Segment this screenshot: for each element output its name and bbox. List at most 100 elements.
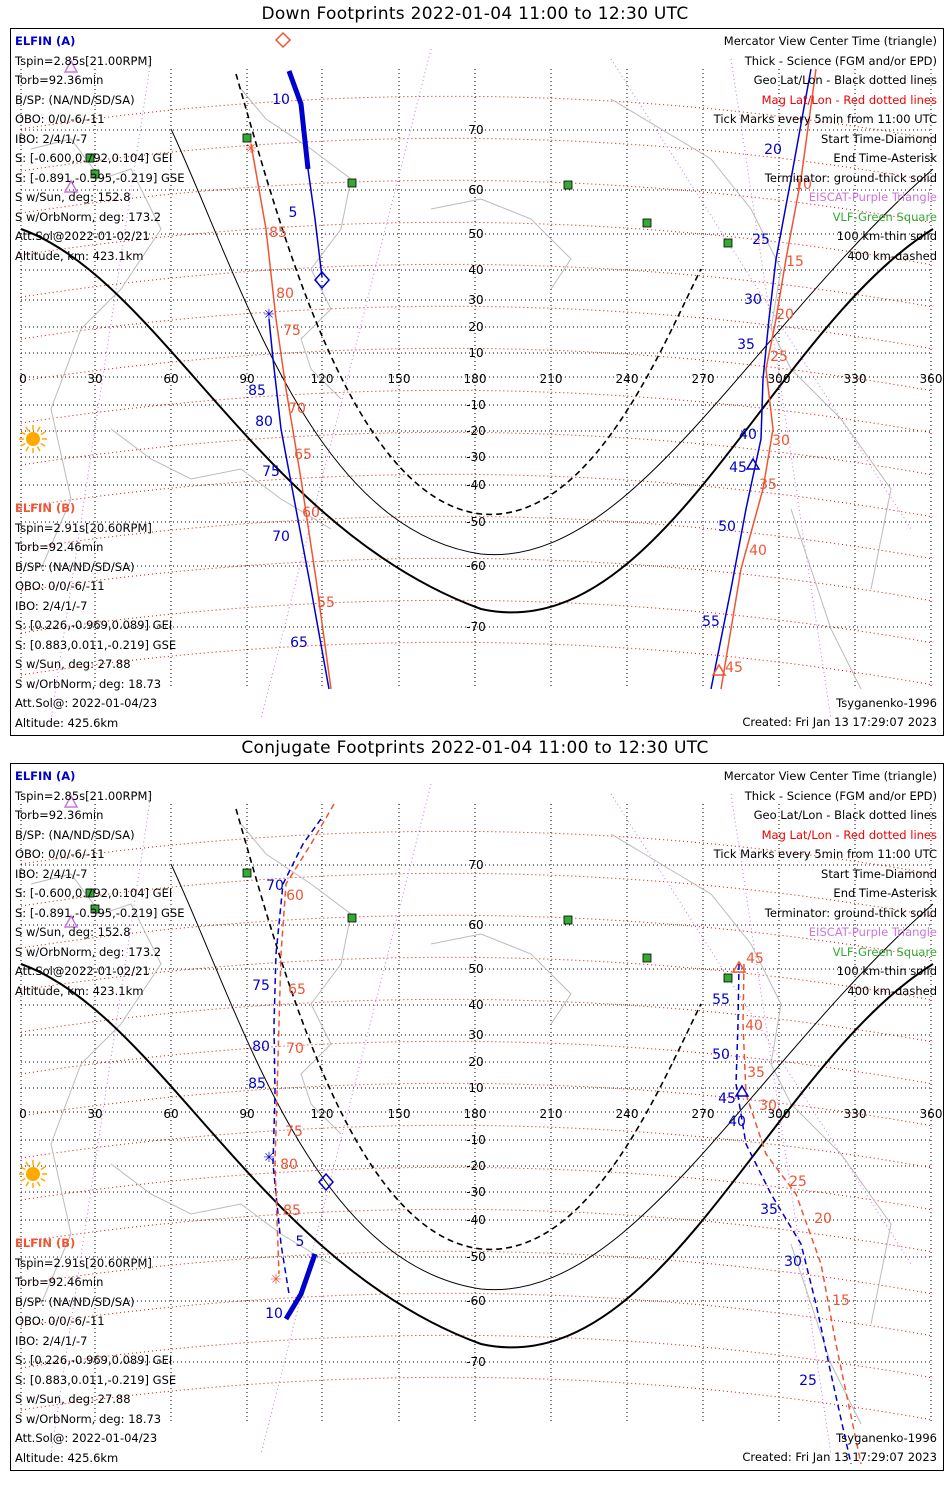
track-label: 65 bbox=[288, 982, 306, 998]
center-triangle-a bbox=[734, 1084, 750, 1097]
down-footprints-panel: 0 30 60 90 120 150 180 210 240 270 300 330 360 70 60 50… bbox=[10, 28, 944, 736]
lat-label: -70 bbox=[466, 1355, 486, 1369]
track-label: 85 bbox=[269, 225, 287, 241]
model-label: Tsyganenko-1996 bbox=[836, 1431, 937, 1445]
eiscat-triangle bbox=[63, 794, 79, 808]
elfin-a-line: OBO: 0/0/-6/-11 bbox=[15, 847, 105, 861]
lon-label: 240 bbox=[616, 372, 639, 386]
lon-label: 270 bbox=[692, 372, 715, 386]
track-label: 20 bbox=[764, 142, 782, 158]
coastline bbox=[610, 833, 892, 1325]
lat-label: 30 bbox=[468, 1028, 483, 1042]
terminator-400km bbox=[235, 808, 702, 1250]
track-label: 30 bbox=[759, 1098, 777, 1114]
elfin-b-line: S w/OrbNorm, deg: 18.73 bbox=[15, 676, 162, 691]
elfin-a-line: Tspin=2.85s[21.00RPM] bbox=[15, 53, 152, 68]
elfin-a-line: Torb=92.36min bbox=[15, 73, 104, 87]
coastline bbox=[790, 1243, 862, 1425]
track-label: 10 bbox=[794, 177, 812, 193]
coastline bbox=[430, 198, 572, 290]
elfin-a-line: S: [-0.600,0.792,0.104] GEI bbox=[15, 886, 173, 900]
sun-ray bbox=[36, 1161, 41, 1167]
legend-line: Start Time-Diamond bbox=[821, 866, 937, 881]
coastline bbox=[430, 933, 572, 1025]
elfin-b-line: Att.Sol@: 2022-01-04/23 bbox=[15, 1431, 158, 1445]
lon-label: 60 bbox=[163, 1107, 178, 1121]
lat-label: -50 bbox=[466, 515, 486, 529]
legend-line: Mag Lat/Lon - Red dotted lines bbox=[761, 92, 937, 107]
lon-label: 240 bbox=[616, 1107, 639, 1121]
conjugate-footprints-panel: 0 30 60 90 120 150 180 210 240 270 300 330 360 70 60 50… bbox=[10, 763, 944, 1471]
coastline bbox=[240, 823, 352, 1135]
legend-line: End Time-Asterisk bbox=[833, 151, 937, 165]
created-label: Created: Fri Jan 13 17:29:07 2023 bbox=[742, 1450, 937, 1464]
track-label: 10 bbox=[272, 92, 290, 108]
track-label: 75 bbox=[283, 323, 301, 339]
lon-label: 150 bbox=[388, 1107, 411, 1121]
end-asterisk-a: ✳ bbox=[263, 307, 275, 323]
start-diamond bbox=[314, 270, 330, 290]
track-label: 35 bbox=[737, 337, 755, 353]
terminator-ground bbox=[20, 963, 934, 1349]
lon-label: 210 bbox=[540, 372, 563, 386]
lon-label: 180 bbox=[464, 1107, 487, 1121]
legend-line: 100 km-thin solid bbox=[836, 229, 937, 243]
eiscat-triangle bbox=[63, 59, 79, 73]
sun-ray bbox=[40, 1166, 46, 1171]
elfin-a-line: Altitude, km: 423.1km bbox=[15, 983, 144, 998]
track-label: 85 bbox=[248, 383, 266, 399]
elfin-b-line: S: [0.883,0.011,-0.219] GSE bbox=[15, 637, 177, 652]
track-label: 30 bbox=[784, 1254, 802, 1270]
lat-label: -10 bbox=[466, 398, 486, 412]
elfin-a-track bbox=[288, 70, 323, 278]
map-legend: Mercator View Center Time (triangle) Thi… bbox=[714, 32, 937, 266]
elfin-b-track bbox=[274, 803, 335, 1275]
eiscat-triangle bbox=[63, 914, 79, 928]
track-label: 55 bbox=[317, 595, 335, 611]
legend-line: VLF-Green Square bbox=[832, 944, 937, 959]
eiscat-triangle bbox=[63, 179, 79, 193]
lat-label: 10 bbox=[468, 1081, 483, 1095]
track-label: 70 bbox=[272, 529, 290, 545]
track-label: 5 bbox=[289, 205, 298, 221]
elfin-b-altitude: Altitude: 425.6km bbox=[15, 1450, 119, 1465]
created-label: Created: Fri Jan 13 17:29:07 2023 bbox=[742, 715, 937, 729]
vlf-square bbox=[85, 888, 95, 898]
elfin-b-track bbox=[250, 143, 332, 690]
track-label: 20 bbox=[814, 1211, 832, 1227]
elfin-a-line: OBO: 0/0/-6/-11 bbox=[15, 112, 105, 126]
elfin-b-line: S: [0.226,-0.969,0.089] GEI bbox=[15, 618, 173, 632]
sun-icon bbox=[19, 1160, 47, 1188]
center-triangle-b bbox=[731, 960, 747, 973]
elfin-a-science bbox=[283, 1253, 318, 1321]
elfin-b-header: ELFIN (B) bbox=[15, 501, 76, 515]
sun-ray bbox=[36, 1181, 41, 1187]
end-asterisk-a: ✳ bbox=[263, 1150, 275, 1166]
vlf-square bbox=[723, 973, 733, 983]
model-label: Tsyganenko-1996 bbox=[836, 696, 937, 710]
elfin-a-line: S w/OrbNorm, deg: 173.2 bbox=[15, 944, 162, 959]
track-label: 80 bbox=[252, 1039, 270, 1055]
elfin-b-line: Att.Sol@: 2022-01-04/23 bbox=[15, 696, 158, 710]
lon-label: 120 bbox=[311, 1107, 334, 1121]
legend-line: Start Time-Diamond bbox=[821, 131, 937, 146]
sun-disk bbox=[26, 432, 40, 446]
lat-label: 20 bbox=[468, 1055, 483, 1069]
track-label: 35 bbox=[747, 1065, 765, 1081]
track-label: 40 bbox=[739, 427, 757, 443]
lon-label: 210 bbox=[540, 1107, 563, 1121]
elfin-a-header: ELFIN (A) bbox=[15, 34, 76, 48]
track-label: 70 bbox=[288, 401, 306, 417]
elfin-a-line: Torb=92.36min bbox=[15, 808, 104, 822]
elfin-b-line: Torb=92.46min bbox=[15, 1275, 104, 1289]
legend-line: Terminator: ground-thick solid bbox=[764, 170, 937, 185]
sun-ray bbox=[25, 1161, 30, 1167]
elfin-b-info: ELFIN (B) Tspin=2.91s[20.60RPM] Torb=92.… bbox=[15, 499, 176, 733]
lon-label: 120 bbox=[311, 372, 334, 386]
track-label: 10 bbox=[265, 1306, 283, 1322]
lat-label: 50 bbox=[468, 227, 483, 241]
mag-meridian bbox=[610, 793, 912, 1265]
lon-label: 360 bbox=[920, 1107, 943, 1121]
end-asterisk-b: ✳ bbox=[245, 141, 257, 157]
elfin-a-track-south bbox=[268, 318, 330, 690]
